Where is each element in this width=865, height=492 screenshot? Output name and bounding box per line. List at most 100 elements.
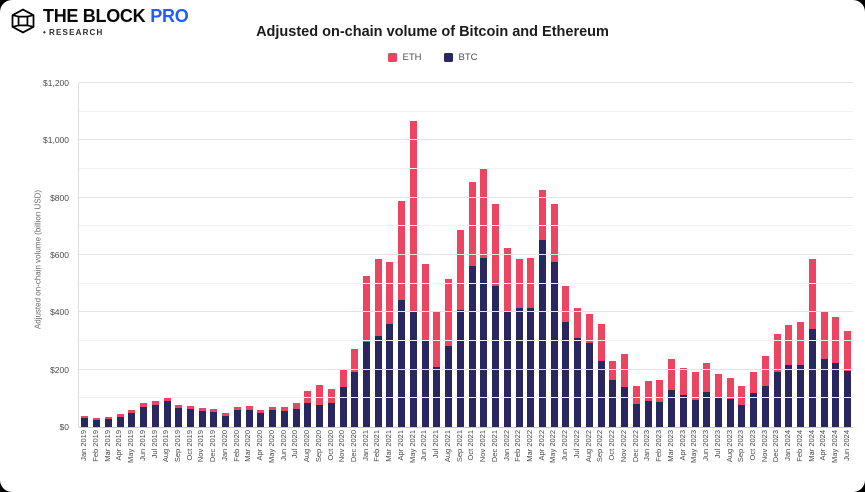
stacked-bar-apr-2019[interactable] <box>114 83 126 427</box>
stacked-bar-feb-2022[interactable] <box>513 83 525 427</box>
btc-bar-segment <box>703 391 711 427</box>
x-axis-label-cell: Apr 2024 <box>817 430 829 488</box>
eth-bar-segment <box>515 259 523 309</box>
btc-bar-segment <box>327 403 335 427</box>
stacked-bar-jun-2021[interactable] <box>419 83 431 427</box>
stacked-bar-oct-2022[interactable] <box>607 83 619 427</box>
stacked-bar-apr-2024[interactable] <box>818 83 830 427</box>
stacked-bar-may-2019[interactable] <box>126 83 138 427</box>
stacked-bar-jan-2023[interactable] <box>642 83 654 427</box>
stacked-bar-aug-2019[interactable] <box>161 83 173 427</box>
stacked-bar-jan-2019[interactable] <box>79 83 91 427</box>
stacked-bar-aug-2020[interactable] <box>302 83 314 427</box>
stacked-bar-feb-2020[interactable] <box>232 83 244 427</box>
stacked-bar-sep-2021[interactable] <box>455 83 467 427</box>
y-axis-tick-label: $0 <box>59 422 69 432</box>
x-axis-label: Oct 2022 <box>607 430 617 461</box>
stacked-bar-jan-2022[interactable] <box>501 83 513 427</box>
brand-wordmark: THE BLOCK PRO <box>43 6 189 26</box>
stacked-bar-jul-2022[interactable] <box>572 83 584 427</box>
stacked-bar-mar-2023[interactable] <box>666 83 678 427</box>
stacked-bar-jul-2020[interactable] <box>290 83 302 427</box>
stacked-bar-mar-2019[interactable] <box>102 83 114 427</box>
eth-bar-segment <box>210 409 218 413</box>
stacked-bar-mar-2020[interactable] <box>243 83 255 427</box>
stacked-bar-dec-2023[interactable] <box>771 83 783 427</box>
stacked-bar-jan-2024[interactable] <box>783 83 795 427</box>
legend-item-btc[interactable]: BTC <box>443 52 478 63</box>
eth-bar-segment <box>175 404 183 409</box>
stacked-bar-feb-2021[interactable] <box>372 83 384 427</box>
stacked-bar-sep-2020[interactable] <box>314 83 326 427</box>
stacked-bar-may-2022[interactable] <box>548 83 560 427</box>
stacked-bar-jun-2022[interactable] <box>560 83 572 427</box>
x-axis-label: Feb 2021 <box>372 430 382 462</box>
stacked-bar-nov-2020[interactable] <box>337 83 349 427</box>
x-axis-label-cell: Jul 2020 <box>289 430 301 488</box>
stacked-bar-nov-2022[interactable] <box>619 83 631 427</box>
btc-bar-segment <box>738 404 746 427</box>
stacked-bar-apr-2020[interactable] <box>255 83 267 427</box>
stacked-bar-nov-2021[interactable] <box>478 83 490 427</box>
btc-bar-segment <box>433 367 441 427</box>
stacked-bar-jul-2021[interactable] <box>431 83 443 427</box>
stacked-bar-jul-2023[interactable] <box>713 83 725 427</box>
stacked-bar-feb-2023[interactable] <box>654 83 666 427</box>
stacked-bar-aug-2021[interactable] <box>443 83 455 427</box>
eth-bar-segment <box>81 416 89 419</box>
stacked-bar-sep-2022[interactable] <box>595 83 607 427</box>
x-axis-label: Apr 2022 <box>536 430 546 461</box>
stacked-bar-nov-2019[interactable] <box>196 83 208 427</box>
eth-bar-segment <box>761 355 769 387</box>
stacked-bar-may-2023[interactable] <box>689 83 701 427</box>
stacked-bar-dec-2021[interactable] <box>490 83 502 427</box>
stacked-bar-mar-2021[interactable] <box>384 83 396 427</box>
stacked-bar-jun-2024[interactable] <box>842 83 854 427</box>
stacked-bar-oct-2021[interactable] <box>466 83 478 427</box>
stacked-bar-jun-2019[interactable] <box>138 83 150 427</box>
stacked-bar-may-2021[interactable] <box>408 83 420 427</box>
stacked-bar-aug-2022[interactable] <box>584 83 596 427</box>
legend-item-eth[interactable]: ETH <box>387 52 422 63</box>
eth-bar-segment <box>140 402 148 407</box>
btc-bar-segment <box>679 395 687 427</box>
stacked-bar-feb-2019[interactable] <box>91 83 103 427</box>
stacked-bar-aug-2023[interactable] <box>724 83 736 427</box>
stacked-bar-nov-2023[interactable] <box>760 83 772 427</box>
stacked-bar-sep-2019[interactable] <box>173 83 185 427</box>
stacked-bar-apr-2023[interactable] <box>677 83 689 427</box>
x-axis-label: Jun 2020 <box>278 430 288 461</box>
stacked-bar-apr-2021[interactable] <box>396 83 408 427</box>
btc-bar-segment <box>668 390 676 427</box>
stacked-bar-jan-2020[interactable] <box>220 83 232 427</box>
btc-bar-segment <box>351 371 359 427</box>
x-axis-label: Jun 2019 <box>137 430 147 461</box>
stacked-bar-oct-2019[interactable] <box>185 83 197 427</box>
stacked-bar-dec-2020[interactable] <box>349 83 361 427</box>
x-axis-label: Aug 2023 <box>724 430 734 463</box>
stacked-bar-feb-2024[interactable] <box>795 83 807 427</box>
eth-bar-segment <box>280 407 288 411</box>
x-axis-label: Nov 2022 <box>618 430 628 463</box>
stacked-bar-jun-2023[interactable] <box>701 83 713 427</box>
stacked-bar-dec-2019[interactable] <box>208 83 220 427</box>
stacked-bar-jun-2020[interactable] <box>278 83 290 427</box>
stacked-bar-mar-2022[interactable] <box>525 83 537 427</box>
stacked-bar-oct-2020[interactable] <box>325 83 337 427</box>
x-axis-label: Sep 2022 <box>595 430 605 463</box>
stacked-bar-mar-2024[interactable] <box>807 83 819 427</box>
stacked-bar-apr-2022[interactable] <box>537 83 549 427</box>
x-axis-label-cell: Aug 2019 <box>160 430 172 488</box>
stacked-bar-jul-2019[interactable] <box>149 83 161 427</box>
stacked-bar-dec-2022[interactable] <box>631 83 643 427</box>
stacked-bar-oct-2023[interactable] <box>748 83 760 427</box>
stacked-bar-jan-2021[interactable] <box>361 83 373 427</box>
stacked-bar-may-2020[interactable] <box>267 83 279 427</box>
x-axis-label: May 2020 <box>266 430 276 463</box>
stacked-bar-sep-2023[interactable] <box>736 83 748 427</box>
x-axis-label: Jan 2021 <box>360 430 370 461</box>
btc-bar-segment <box>832 362 840 427</box>
x-axis-label-cell: Feb 2020 <box>231 430 243 488</box>
stacked-bar-may-2024[interactable] <box>830 83 842 427</box>
x-axis-label: Mar 2019 <box>102 430 112 462</box>
